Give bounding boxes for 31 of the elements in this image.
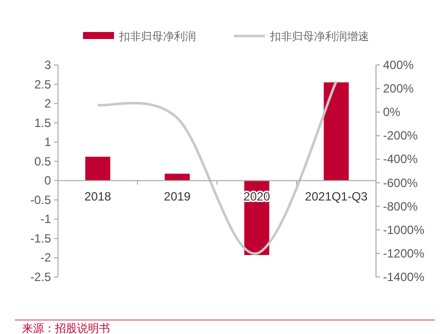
y-tick-label: 2 <box>44 96 52 111</box>
bar <box>85 156 110 181</box>
legend-label: 扣非归母净利润增速 <box>269 30 369 43</box>
source-note: 来源：招股说明书 <box>22 322 110 334</box>
bar <box>324 82 349 181</box>
y-tick-label: 0 <box>44 174 52 188</box>
y2-tick-label: -800% <box>383 199 418 214</box>
y2-tick-label: -400% <box>383 152 418 166</box>
y2-tick-label: 0% <box>383 105 401 120</box>
y2-tick-label: -1000% <box>383 222 425 237</box>
y-tick-label: -2 <box>40 250 52 265</box>
y2-tick-label: -200% <box>383 128 418 143</box>
y-tick-label: 2.5 <box>34 77 52 92</box>
x-tick-label: 2021Q1-Q3 <box>304 190 368 204</box>
y2-tick-label: 200% <box>383 82 414 96</box>
y-tick-label: -0.5 <box>30 192 52 207</box>
y-tick-label: 1 <box>44 135 52 150</box>
y2-tick-label: -1400% <box>383 270 425 284</box>
bar <box>164 174 190 181</box>
y2-tick-label: -1200% <box>383 246 425 260</box>
x-tick-label: 2019 <box>164 190 191 204</box>
y-tick-label: -1 <box>40 212 52 226</box>
y-tick-label: 3 <box>44 58 52 72</box>
y-tick-label: -2.5 <box>30 270 52 284</box>
y-tick-label: -1.5 <box>30 231 52 246</box>
y2-tick-label: 400% <box>383 58 414 72</box>
legend-label: 扣非归母净利润 <box>118 30 196 43</box>
x-tick-label: 2018 <box>84 190 112 204</box>
y-tick-label: 1.5 <box>34 116 52 130</box>
y-tick-label: 0.5 <box>34 154 52 168</box>
y2-tick-label: -600% <box>383 176 418 190</box>
